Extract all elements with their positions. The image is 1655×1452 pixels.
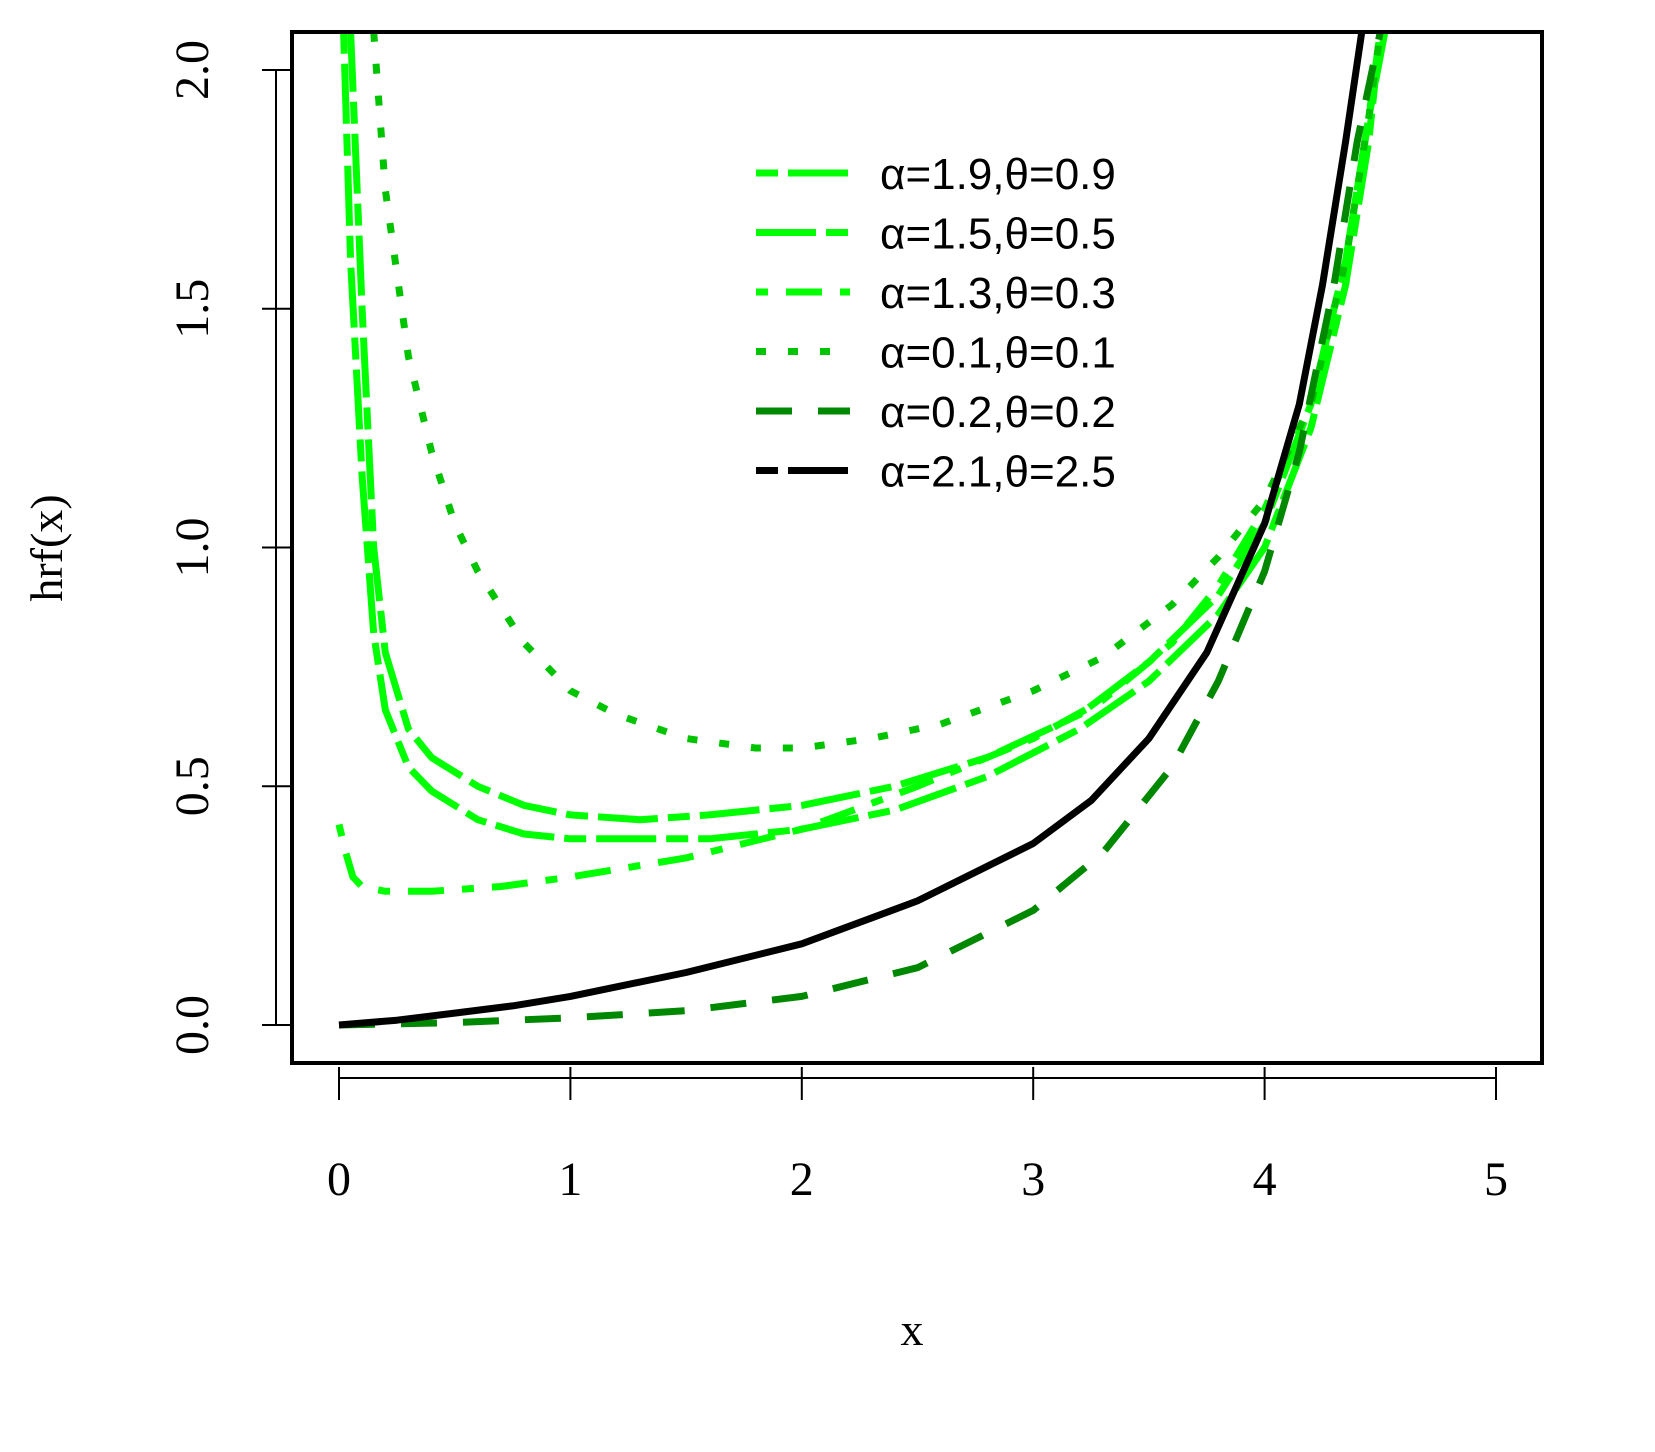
legend: α=1.9,θ=0.9 α=1.5,θ=0.5 α=1.3,θ=0.3 α=0.1,θ… — [756, 150, 1116, 497]
y-tick-label: 0.5 — [166, 756, 219, 816]
series-line-3 — [335, 32, 1384, 895]
legend-item: α=1.5,θ=0.5 — [756, 210, 1116, 259]
legend-label: α=0.1,θ=0.1 — [880, 329, 1116, 378]
series-layer — [335, 32, 1389, 1029]
x-tick-label: 4 — [1253, 1153, 1277, 1206]
y-tick-label: 1.0 — [166, 518, 219, 578]
y-axis-title: hrf(x) — [21, 494, 72, 601]
legend-label: α=2.1,θ=2.5 — [880, 448, 1116, 497]
y-tick-label: 1.5 — [166, 279, 219, 339]
x-axis: 0 1 2 3 4 5 — [327, 1067, 1508, 1206]
legend-label: α=1.5,θ=0.5 — [880, 210, 1116, 259]
legend-label: α=1.3,θ=0.3 — [880, 269, 1116, 318]
x-tick-label: 5 — [1484, 1153, 1508, 1206]
series-line-6 — [338, 32, 1366, 1029]
legend-label: α=0.2,θ=0.2 — [880, 388, 1116, 437]
legend-item: α=1.9,θ=0.9 — [756, 150, 1116, 199]
y-tick-label: 2.0 — [166, 40, 219, 100]
legend-item: α=0.1,θ=0.1 — [756, 329, 1116, 378]
x-axis-title: x — [901, 1304, 924, 1355]
series-line-5 — [338, 32, 1384, 1029]
y-tick-label: 0.0 — [166, 995, 219, 1055]
x-tick-label: 1 — [558, 1153, 582, 1206]
legend-item: α=2.1,θ=2.5 — [756, 448, 1116, 497]
series-line-1 — [340, 32, 1384, 843]
x-tick-label: 3 — [1021, 1153, 1045, 1206]
legend-item: α=1.3,θ=0.3 — [756, 269, 1116, 318]
series-line-2 — [347, 32, 1389, 824]
x-tick-label: 0 — [327, 1153, 351, 1206]
y-axis: 0.0 0.5 1.0 1.5 2.0 — [166, 40, 292, 1055]
legend-label: α=1.9,θ=0.9 — [880, 150, 1116, 199]
legend-item: α=0.2,θ=0.2 — [756, 388, 1116, 437]
series-line-4 — [370, 32, 1384, 752]
x-tick-label: 2 — [790, 1153, 814, 1206]
